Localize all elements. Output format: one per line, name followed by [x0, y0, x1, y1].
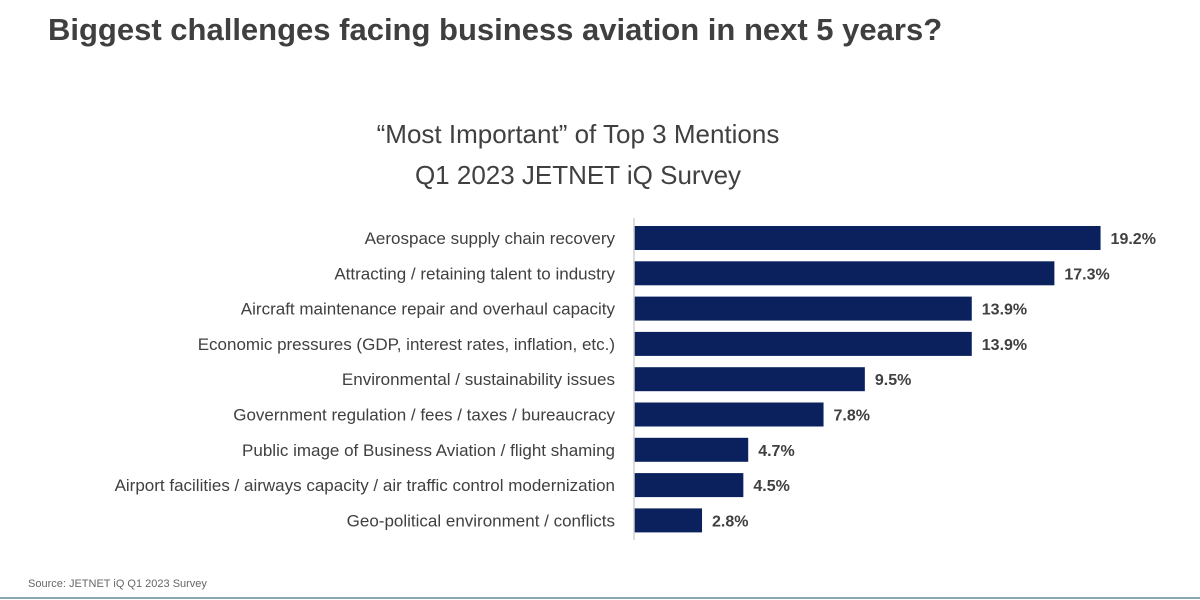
data-label: 4.5% — [753, 478, 789, 495]
bar — [634, 402, 824, 427]
category-label: Airport facilities / airways capacity / … — [115, 476, 615, 495]
category-label: Environmental / sustainability issues — [342, 370, 615, 389]
category-label: Public image of Business Aviation / flig… — [242, 441, 615, 460]
bar — [634, 226, 1101, 250]
subtitle-line-2: Q1 2023 JETNET iQ Survey — [414, 160, 742, 190]
page-title: Biggest challenges facing business aviat… — [48, 12, 943, 47]
bar — [634, 473, 744, 498]
category-label: Aircraft maintenance repair and overhaul… — [241, 300, 616, 319]
source-note: Source: JETNET iQ Q1 2023 Survey — [28, 578, 207, 590]
footer-divider — [0, 597, 1200, 599]
data-label: 17.3% — [1064, 266, 1109, 283]
bar — [634, 296, 972, 321]
data-label: 19.2% — [1111, 231, 1156, 248]
category-label: Aerospace supply chain recovery — [365, 229, 616, 248]
category-label: Attracting / retaining talent to industr… — [334, 264, 615, 283]
category-label: Geo-political environment / conflicts — [347, 511, 615, 530]
data-label: 13.9% — [982, 337, 1027, 354]
bar — [634, 367, 865, 392]
data-label: 2.8% — [712, 513, 748, 530]
bar — [634, 508, 703, 533]
data-label: 7.8% — [834, 408, 870, 425]
category-label: Government regulation / fees / taxes / b… — [233, 406, 615, 425]
chart-subtitle: “Most Important” of Top 3 Mentions Q1 20… — [300, 114, 856, 196]
bar — [634, 331, 972, 356]
data-label: 9.5% — [875, 372, 911, 389]
category-label: Economic pressures (GDP, interest rates,… — [198, 335, 615, 354]
subtitle-line-1: “Most Important” of Top 3 Mentions — [376, 119, 780, 149]
data-label: 13.9% — [982, 302, 1027, 319]
bar — [634, 437, 749, 462]
bar — [634, 261, 1055, 286]
data-label: 4.7% — [758, 443, 794, 460]
